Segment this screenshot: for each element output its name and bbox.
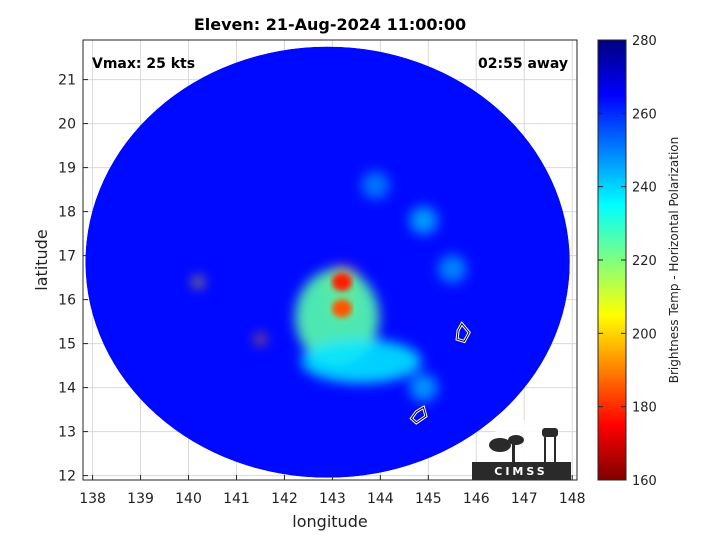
tower-leg-right-icon [554, 437, 556, 462]
colorbar-ticks: 160 180 200 220 240 260 280 [598, 34, 657, 489]
y-tick-label-6: 18 [58, 205, 76, 221]
vmax-annotation: Vmax: 25 kts [92, 56, 195, 72]
y-tick-label-0: 12 [58, 469, 76, 485]
feature-cell-ne1 [409, 206, 438, 235]
cb-tick-label-6: 280 [632, 34, 657, 49]
feature-cell-ne2 [438, 254, 467, 283]
colorbar-label: Brightness Temp - Horizontal Polarizatio… [667, 137, 681, 384]
core-core-south [331, 299, 352, 318]
cb-tick-label-0: 160 [632, 474, 657, 489]
time-away-annotation: 02:55 away [478, 56, 568, 72]
logo-banner [472, 462, 571, 480]
x-tick-label-10: 148 [559, 491, 586, 507]
x-tick-label-7: 145 [415, 491, 442, 507]
x-tick-label-5: 143 [319, 491, 346, 507]
x-tick-label-9: 147 [511, 491, 538, 507]
core-highlight [331, 273, 352, 318]
y-tick-label-7: 19 [58, 161, 76, 177]
tower-leg-left-icon [544, 437, 546, 462]
cb-tick-label-1: 180 [632, 401, 657, 416]
x-tick-label-2: 140 [175, 491, 202, 507]
x-tick-label-6: 144 [367, 491, 394, 507]
y-ticks: 12 13 14 15 16 17 18 19 20 21 [58, 73, 88, 485]
y-tick-label-3: 15 [58, 337, 76, 353]
dish-post-icon [512, 440, 515, 462]
islands [409, 321, 471, 425]
island-east-outline [456, 322, 470, 342]
y-tick-label-1: 13 [58, 425, 76, 441]
swath [85, 46, 570, 478]
swath-features [193, 171, 467, 402]
y-tick-label-5: 17 [58, 249, 76, 265]
y-tick-label-8: 20 [58, 117, 76, 133]
x-tick-label-1: 139 [127, 491, 154, 507]
x-tick-label-8: 146 [463, 491, 490, 507]
logo-text: CIMSS [494, 465, 547, 478]
x-tick-label-3: 141 [223, 491, 250, 507]
chart-title: Eleven: 21-Aug-2024 11:00:00 [194, 15, 466, 34]
cimss-logo: CIMSS [472, 420, 571, 480]
cb-tick-label-4: 240 [632, 181, 657, 196]
swath-background [85, 46, 570, 478]
plot-frame [82, 39, 578, 481]
feature-cell-n [361, 171, 390, 200]
island-southeast-outline [410, 406, 427, 424]
y-tick-label-2: 14 [58, 381, 76, 397]
water-tower-icon [542, 428, 558, 437]
cb-tick-label-3: 220 [632, 254, 657, 269]
feature-spot-west [193, 277, 204, 287]
x-tick-label-4: 142 [271, 491, 298, 507]
y-axis-label: latitude [32, 229, 51, 290]
x-ticks: 138 139 140 141 142 143 144 145 146 147 148 [79, 475, 586, 507]
x-axis-label: longitude [292, 512, 367, 531]
satellite-dish-small-icon [508, 435, 524, 445]
y-tick-label-4: 16 [58, 293, 76, 309]
feature-spot-sw [255, 334, 266, 345]
x-tick-label-0: 138 [79, 491, 106, 507]
satellite-dish-icon [489, 438, 511, 452]
feature-band-south [301, 339, 422, 384]
y-tick-label-9: 21 [58, 73, 76, 89]
feature-cell-se [409, 373, 438, 402]
cb-tick-label-5: 260 [632, 107, 657, 122]
cb-tick-label-2: 200 [632, 327, 657, 342]
core-core-peak [331, 273, 352, 291]
